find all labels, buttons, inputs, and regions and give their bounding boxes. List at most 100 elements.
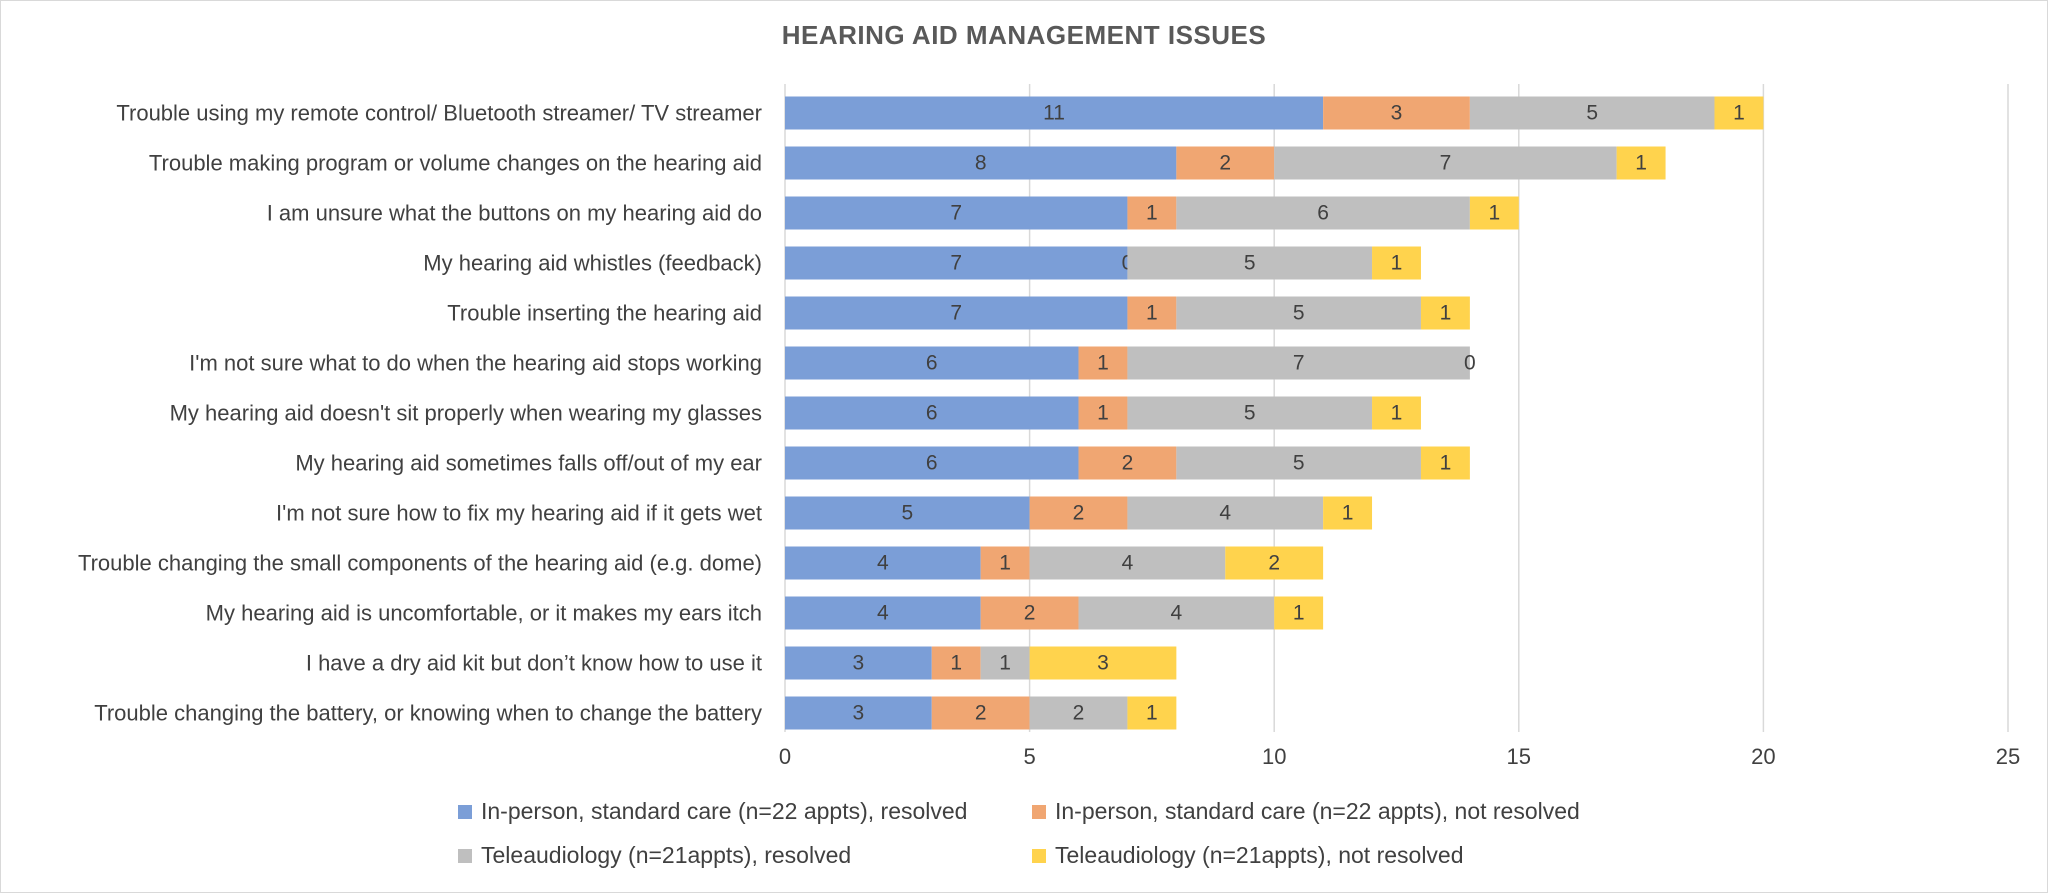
bar-segment	[785, 596, 981, 630]
bar-segment	[1127, 696, 1177, 730]
bar-segment	[1078, 396, 1128, 430]
data-label: 7	[1440, 152, 1452, 175]
bar-segment	[980, 596, 1079, 630]
data-label: 1	[1733, 102, 1745, 125]
data-label: 2	[1219, 152, 1231, 175]
data-label: 1	[1097, 402, 1109, 425]
bar-segment	[1127, 196, 1177, 230]
data-label: 3	[853, 702, 865, 725]
bar-segment	[1274, 146, 1617, 180]
bar-segment	[1078, 346, 1128, 380]
data-label: 5	[1586, 102, 1598, 125]
bar-segment	[1029, 496, 1128, 530]
legend-item: Teleaudiology (n=21appts), resolved	[458, 842, 851, 869]
bar-segment	[785, 346, 1079, 380]
data-label: 1	[1293, 602, 1305, 625]
legend-item: In-person, standard care (n=22 appts), n…	[1032, 798, 1580, 825]
bar-segment	[785, 396, 1079, 430]
data-label: 2	[1268, 552, 1280, 575]
category-label: Trouble making program or volume changes…	[149, 151, 762, 176]
data-label: 1	[1440, 302, 1452, 325]
data-label: 1	[1146, 202, 1158, 225]
bar-segment	[785, 546, 981, 580]
data-label: 1	[999, 552, 1011, 575]
bar-segment	[1176, 196, 1470, 230]
data-label: 7	[950, 302, 962, 325]
data-label: 4	[1219, 502, 1231, 525]
category-label: I'm not sure what to do when the hearing…	[189, 351, 762, 376]
bar-segment	[1469, 96, 1715, 130]
bar-segment	[1127, 246, 1373, 280]
bar-segment	[1127, 496, 1324, 530]
data-label: 1	[950, 652, 962, 675]
category-label: Trouble changing the battery, or knowing…	[94, 701, 762, 726]
data-label: 2	[1122, 452, 1134, 475]
data-label: 0	[1464, 352, 1476, 375]
data-label: 4	[1122, 552, 1134, 575]
legend-swatch	[458, 804, 472, 819]
bar-segment	[1274, 596, 1324, 630]
bar-segment	[1225, 546, 1324, 580]
category-label: I'm not sure how to fix my hearing aid i…	[276, 501, 762, 526]
bar-segment	[1420, 446, 1470, 480]
x-tick-label: 10	[1262, 744, 1286, 769]
bar-segment	[1029, 696, 1128, 730]
bar-segment	[1372, 396, 1421, 430]
bar-segment	[980, 646, 1030, 680]
bar-segment	[1029, 646, 1177, 680]
bar-segment	[980, 546, 1030, 580]
data-label: 6	[926, 452, 938, 475]
data-label: 5	[1293, 452, 1305, 475]
x-axis-tick-labels: 0 5 10 15 20 25	[779, 744, 2020, 769]
data-label: 1	[1097, 352, 1109, 375]
legend-label: Teleaudiology (n=21appts), not resolved	[1055, 842, 1464, 868]
x-tick-label: 15	[1507, 744, 1531, 769]
bar-segment	[1029, 546, 1226, 580]
category-label: Trouble inserting the hearing aid	[447, 301, 762, 326]
data-label: 6	[926, 402, 938, 425]
legend-item: Teleaudiology (n=21appts), not resolved	[1032, 842, 1464, 869]
category-label: My hearing aid sometimes falls off/out o…	[295, 451, 762, 476]
bar-segment	[1714, 96, 1764, 130]
legend-swatch	[458, 848, 472, 863]
data-label: 11	[1043, 102, 1065, 125]
data-label: 1	[999, 652, 1011, 675]
category-label: My hearing aid whistles (feedback)	[423, 251, 762, 276]
data-label: 7	[950, 202, 962, 225]
x-tick-label: 25	[1996, 744, 2020, 769]
data-label: 8	[975, 152, 987, 175]
category-label: I have a dry aid kit but don’t know how …	[306, 651, 762, 676]
data-label: 4	[877, 602, 889, 625]
data-label: 1	[1488, 202, 1500, 225]
category-label: Trouble changing the small components of…	[78, 551, 762, 576]
data-label: 3	[1097, 652, 1109, 675]
data-label: 1	[1391, 402, 1403, 425]
data-label: 1	[1635, 152, 1647, 175]
bar-segment	[1078, 596, 1275, 630]
category-labels: Trouble using my remote control/ Bluetoo…	[78, 101, 762, 726]
legend-swatch	[1032, 848, 1046, 863]
data-label: 2	[1024, 602, 1036, 625]
data-label: 2	[1073, 502, 1085, 525]
data-label: 3	[1391, 102, 1403, 125]
data-label: 1	[1146, 702, 1158, 725]
data-label: 6	[926, 352, 938, 375]
bar-segment	[785, 196, 1128, 230]
x-tick-label: 0	[779, 744, 791, 769]
bar-segment	[1078, 446, 1177, 480]
data-label: 1	[1391, 252, 1403, 275]
bar-segment	[1616, 146, 1666, 180]
bar-segment	[931, 646, 981, 680]
data-label: 5	[1244, 402, 1256, 425]
bar-segment	[1176, 446, 1421, 480]
bar-segment	[1469, 196, 1519, 230]
data-label: 5	[1244, 252, 1256, 275]
bar-segment	[1323, 96, 1470, 130]
data-label: 6	[1317, 202, 1329, 225]
x-tick-label: 20	[1751, 744, 1775, 769]
data-label: 3	[853, 652, 865, 675]
bar-segment	[785, 496, 1030, 530]
data-label: 1	[1146, 302, 1158, 325]
legend-swatch	[1032, 804, 1046, 819]
